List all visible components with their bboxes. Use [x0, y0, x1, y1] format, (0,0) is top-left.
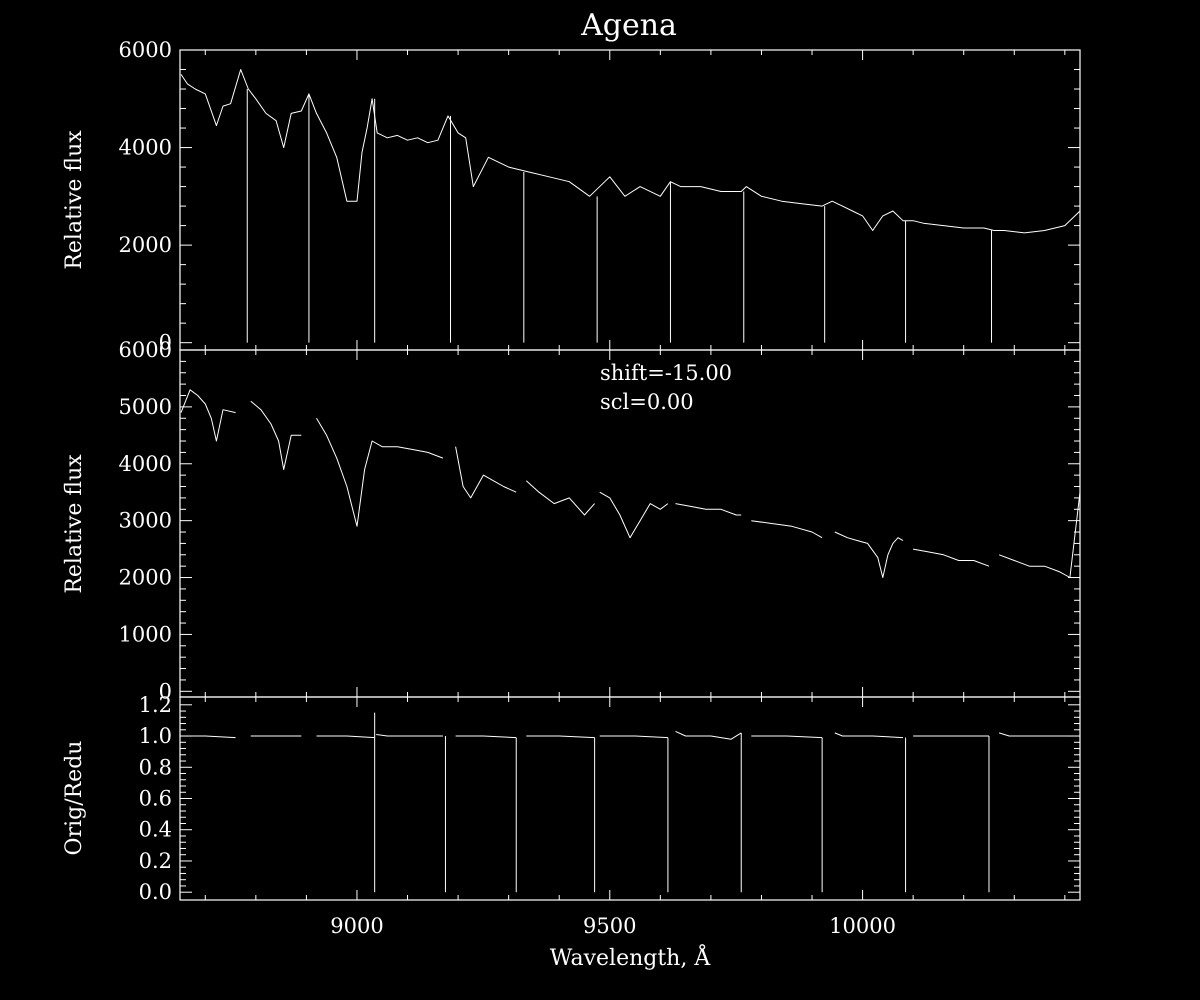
series-line: [526, 735, 595, 739]
x-tick-label: 9000: [330, 914, 383, 938]
y-tick-label: 1000: [119, 622, 172, 646]
y-axis-label: Relative flux: [62, 454, 87, 594]
series-line: [675, 730, 742, 740]
x-tick-label: 10000: [829, 914, 896, 938]
series-line: [599, 735, 668, 739]
y-tick-label: 0: [159, 331, 172, 355]
series-line: [250, 400, 302, 470]
panel-frame-bottom: [179, 696, 1081, 901]
y-tick-label: 6000: [119, 338, 172, 362]
y-tick-label: 6000: [119, 38, 172, 62]
series-line: [455, 735, 517, 739]
y-tick-label: 0: [159, 679, 172, 703]
y-tick-label: 0.8: [139, 755, 172, 779]
y-tick-label: 2000: [119, 233, 172, 257]
series-line: [316, 418, 444, 527]
series-line: [913, 548, 990, 567]
x-tick-label: 9500: [583, 914, 636, 938]
series-line: [180, 69, 1081, 234]
figure-title: Agena: [580, 8, 677, 43]
y-tick-label: 3000: [119, 509, 172, 533]
series-line: [181, 735, 236, 739]
series-line: [675, 503, 742, 516]
series-line: [834, 732, 904, 739]
annotation: scl=0.00: [600, 390, 694, 414]
y-tick-label: 1.2: [139, 693, 172, 717]
series-line: [316, 735, 375, 739]
series-line: [455, 446, 517, 499]
series-line: [751, 735, 823, 739]
panel-frame-top: [179, 49, 1081, 351]
y-tick-label: 0.4: [139, 818, 172, 842]
series-line: [834, 531, 904, 578]
series-line: [751, 520, 823, 539]
annotation: shift=-15.00: [600, 361, 732, 385]
y-tick-label: 0.6: [139, 787, 172, 811]
series-line: [998, 732, 1080, 737]
x-axis-label: Wavelength, Å: [550, 943, 712, 971]
series-line: [376, 734, 443, 737]
series-line: [998, 492, 1081, 578]
y-tick-label: 0.0: [139, 880, 172, 904]
series-line: [525, 480, 595, 516]
y-tick-label: 2000: [119, 566, 172, 590]
y-tick-label: 4000: [119, 452, 172, 476]
y-axis-label: Relative flux: [62, 130, 87, 270]
series-line: [599, 491, 669, 539]
y-tick-label: 1.0: [139, 724, 172, 748]
y-tick-label: 5000: [119, 395, 172, 419]
series-line: [180, 389, 236, 442]
y-tick-label: 0.2: [139, 849, 172, 873]
y-axis-label: Orig/Redu: [62, 741, 87, 856]
y-tick-label: 4000: [119, 136, 172, 160]
